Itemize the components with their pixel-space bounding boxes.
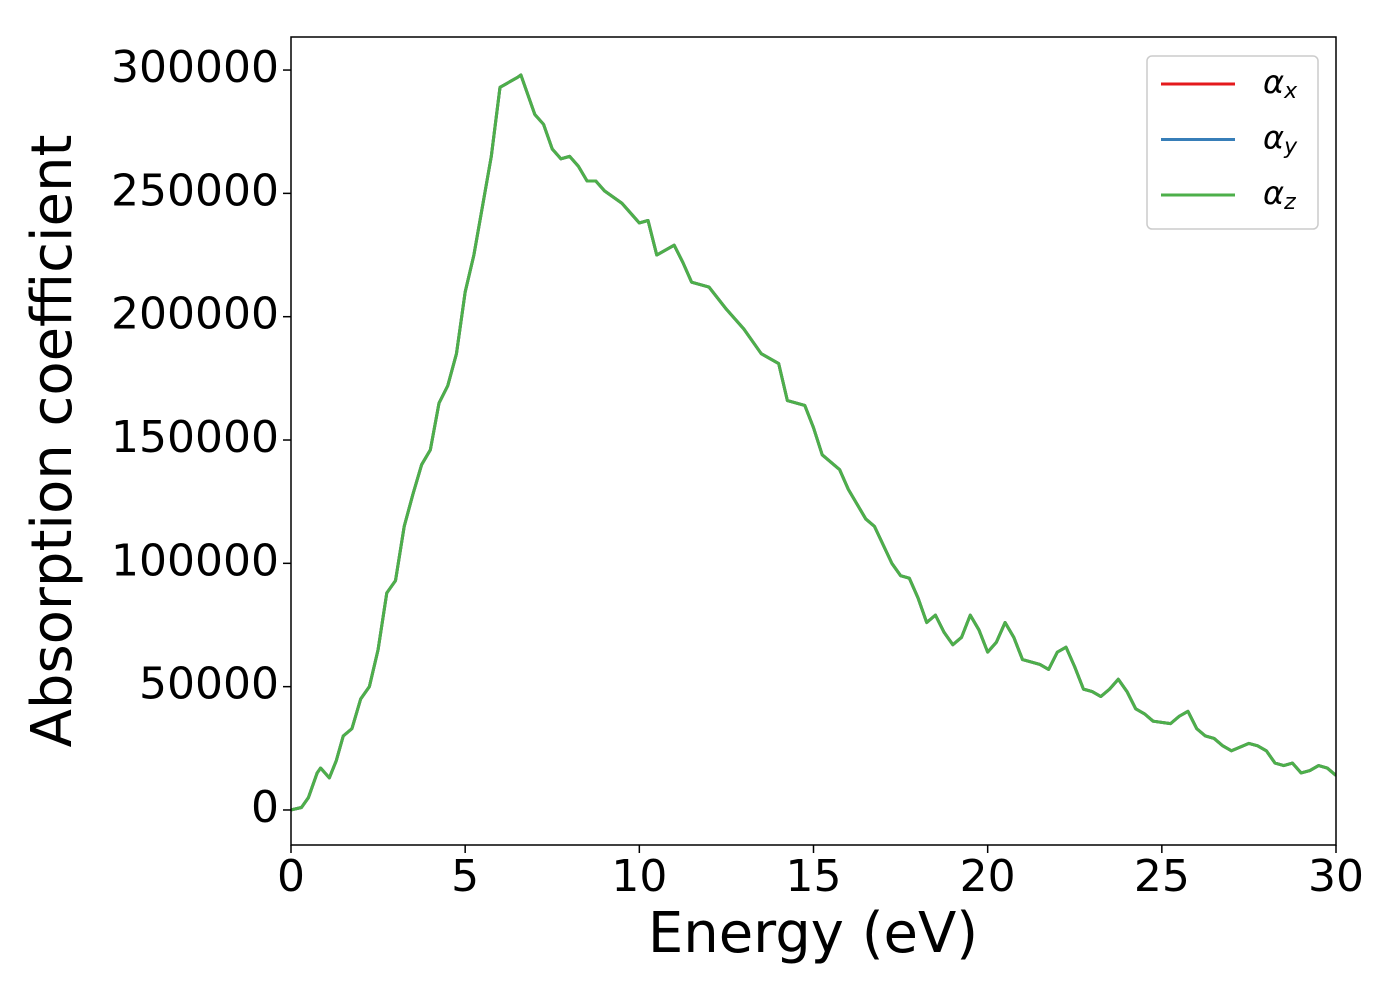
x-tick-label: 10: [611, 851, 667, 902]
x-tick-label: 5: [451, 851, 479, 902]
legend-subscript: z: [1283, 190, 1296, 215]
y-axis-label: Absorption coefficient: [20, 135, 85, 748]
x-tick-label: 20: [960, 851, 1016, 902]
y-tick-label: 0: [251, 782, 279, 833]
x-tick-label: 30: [1308, 851, 1364, 902]
legend-subscript: y: [1283, 135, 1298, 160]
y-tick-label: 200000: [111, 289, 279, 340]
plot-frame: [290, 36, 1337, 846]
x-axis-label: Energy (eV): [648, 901, 978, 966]
x-tick-label: 25: [1134, 851, 1190, 902]
y-tick-label: 300000: [111, 42, 279, 93]
x-tick-label: 0: [277, 851, 305, 902]
y-tick-label: 150000: [111, 412, 279, 463]
data-line: [291, 73, 1336, 812]
legend-subscript: x: [1283, 79, 1298, 104]
y-tick-label: 50000: [139, 659, 279, 710]
x-tick-label: 15: [786, 851, 842, 902]
y-tick-label: 100000: [111, 535, 279, 586]
legend-box: [1146, 55, 1319, 230]
y-tick-label: 250000: [111, 165, 279, 216]
